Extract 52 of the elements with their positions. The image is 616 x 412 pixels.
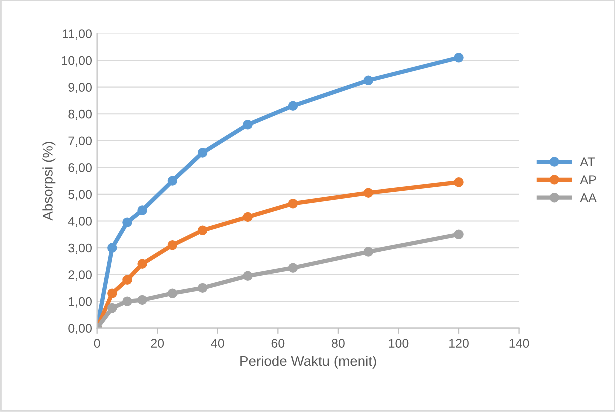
x-tick-label: 120 bbox=[450, 339, 469, 348]
point bbox=[168, 288, 178, 298]
point bbox=[364, 76, 374, 86]
point bbox=[108, 243, 118, 253]
x-axis-title: Periode Waktu (menit) bbox=[240, 356, 376, 369]
y-tick-label: 7,00 bbox=[68, 136, 92, 148]
point bbox=[198, 283, 208, 294]
y-tick-label: 4,00 bbox=[68, 217, 92, 228]
point bbox=[288, 263, 298, 273]
x-tick-label: 40 bbox=[211, 339, 224, 348]
point bbox=[364, 188, 374, 198]
legend-label: AT bbox=[580, 158, 595, 166]
y-tick-label: 3,00 bbox=[68, 244, 92, 254]
y-tick-label: 5,00 bbox=[68, 190, 92, 201]
point bbox=[243, 120, 253, 130]
point bbox=[288, 198, 298, 209]
point bbox=[138, 295, 148, 306]
point bbox=[122, 296, 132, 306]
point bbox=[454, 178, 464, 188]
point bbox=[288, 101, 298, 111]
point bbox=[198, 226, 208, 236]
point bbox=[108, 303, 118, 314]
point bbox=[454, 53, 464, 63]
y-axis-title: Absorpsi (%) bbox=[42, 142, 56, 221]
legend-label: AP bbox=[580, 176, 596, 184]
point bbox=[138, 206, 148, 216]
y-tick-label: 9,00 bbox=[68, 83, 92, 94]
point bbox=[454, 230, 464, 240]
point bbox=[198, 148, 208, 158]
point bbox=[243, 212, 253, 222]
point bbox=[108, 288, 118, 298]
y-tick-label: 0,00 bbox=[68, 324, 92, 334]
y-tick-label: 6,00 bbox=[68, 163, 92, 174]
y-tick-label: 10,00 bbox=[62, 56, 92, 67]
x-tick-label: 140 bbox=[510, 339, 530, 348]
point bbox=[168, 176, 178, 186]
x-tick-label: 100 bbox=[389, 339, 409, 348]
legend-label: AA bbox=[580, 194, 597, 202]
point bbox=[122, 218, 132, 228]
y-tick-label: 2,00 bbox=[68, 270, 92, 281]
x-tick-label: 80 bbox=[332, 339, 345, 348]
y-tick-label: 8,00 bbox=[68, 110, 92, 120]
point bbox=[364, 247, 374, 257]
x-tick-label: 20 bbox=[151, 339, 164, 348]
x-tick-label: 60 bbox=[272, 339, 285, 348]
y-tick-label: 1,00 bbox=[69, 297, 92, 308]
point bbox=[122, 275, 132, 286]
y-tick-label: 11,00 bbox=[63, 30, 92, 40]
point bbox=[168, 240, 178, 250]
point bbox=[138, 259, 148, 269]
point bbox=[243, 271, 253, 282]
x-tick-label: 0 bbox=[94, 339, 100, 348]
